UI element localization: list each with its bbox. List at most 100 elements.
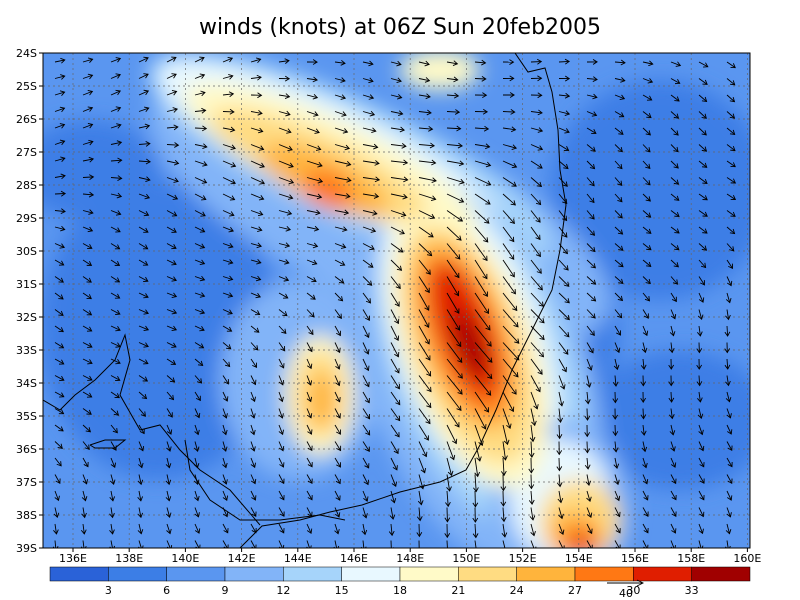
wind-vector	[390, 457, 398, 471]
wind-vector	[698, 210, 708, 217]
wind-vector	[82, 74, 93, 79]
wind-vector-head	[279, 495, 285, 501]
wind-vector	[642, 160, 651, 169]
wind-vector	[474, 193, 491, 205]
wind-vector-head	[256, 74, 262, 81]
wind-vector-head	[616, 330, 621, 336]
wind-vector	[82, 540, 85, 548]
wind-vector-head	[60, 74, 66, 80]
wind-vector	[474, 259, 488, 279]
colorbar-box	[166, 566, 226, 582]
wind-vector-head	[428, 232, 434, 238]
wind-vector	[222, 276, 233, 280]
wind-vector	[642, 474, 648, 484]
wind-vector	[306, 127, 320, 133]
wind-vector-head	[538, 352, 545, 358]
wind-vector	[390, 490, 395, 503]
wind-vector-head	[194, 512, 200, 518]
wind-vector	[250, 111, 263, 114]
wind-vector	[334, 193, 350, 198]
wind-vector	[558, 507, 563, 519]
wind-vector-head	[173, 159, 180, 166]
wind-vector-head	[670, 313, 677, 320]
wind-vector	[362, 325, 370, 338]
wind-vector	[334, 375, 340, 386]
wind-vector-head	[60, 208, 66, 215]
lat-label: 28S	[16, 179, 37, 192]
wind-vector	[670, 441, 675, 452]
wind-vector-head	[560, 384, 566, 390]
wind-vector	[362, 358, 369, 371]
wind-vector	[698, 457, 705, 468]
wind-vector-head	[485, 143, 491, 150]
wind-vector	[698, 540, 702, 548]
wind-vector-head	[315, 209, 321, 216]
wind-vector	[446, 276, 459, 296]
wind-vector	[250, 76, 262, 79]
wind-vector	[698, 523, 703, 534]
wind-vector	[110, 276, 120, 283]
wind-vector	[110, 210, 121, 215]
wind-vector	[110, 342, 121, 348]
wind-vector	[530, 210, 541, 223]
wind-vector	[474, 292, 489, 314]
wind-vector-head	[562, 215, 568, 222]
wind-vector-head	[389, 514, 396, 520]
wind-vector	[166, 193, 178, 200]
wind-vector-head	[227, 275, 234, 282]
wind-vector-head	[284, 259, 290, 265]
wind-vector-head	[617, 213, 623, 219]
wind-vector-head	[199, 292, 206, 298]
wind-vector-head	[563, 146, 570, 151]
wind-vector-head	[259, 179, 265, 185]
wind-vector	[278, 160, 294, 168]
wind-vector	[166, 490, 170, 501]
wind-vector-head	[559, 545, 565, 548]
wind-vector	[670, 292, 677, 302]
wind-vector	[306, 177, 323, 183]
wind-vector	[306, 292, 316, 300]
wind-vector	[698, 408, 702, 419]
wind-vector-head	[201, 195, 207, 201]
wind-vector-head	[336, 445, 342, 452]
wind-vector	[250, 160, 265, 168]
wind-vector	[194, 309, 205, 314]
wind-vector-head	[167, 412, 173, 418]
wind-vector	[138, 193, 150, 199]
wind-vector	[530, 507, 534, 520]
wind-vector-head	[514, 338, 520, 344]
wind-vector-head	[335, 478, 341, 485]
wind-vector-head	[452, 438, 458, 445]
wind-vector	[474, 243, 488, 261]
wind-vector-head	[56, 461, 62, 467]
wind-vector-head	[510, 109, 516, 115]
wind-vector	[474, 457, 479, 477]
wind-vector-head	[727, 495, 733, 501]
wind-vector-head	[590, 246, 596, 253]
wind-vector	[446, 490, 449, 507]
wind-vector-head	[199, 56, 205, 62]
wind-vector	[222, 490, 228, 501]
wind-vector	[194, 91, 206, 96]
wind-vector	[110, 159, 122, 162]
wind-vector-head	[86, 294, 92, 300]
wind-vector-head	[222, 413, 228, 419]
wind-vector-head	[165, 496, 172, 502]
wind-vector-head	[500, 501, 507, 507]
wind-vector	[474, 441, 481, 462]
wind-vector-head	[171, 260, 177, 266]
wind-vector	[306, 78, 318, 81]
wind-vector	[558, 111, 570, 115]
wind-vector	[54, 107, 65, 112]
wind-vector-head	[307, 346, 313, 353]
wind-vector	[334, 424, 341, 435]
wind-vector-head	[431, 159, 437, 166]
wind-vector-head	[285, 110, 291, 117]
wind-vector-head	[701, 130, 707, 136]
wind-vector	[614, 490, 620, 501]
wind-vector	[194, 325, 205, 331]
wind-vector	[138, 408, 146, 417]
wind-vector-head	[472, 517, 479, 523]
wind-vector	[502, 540, 506, 548]
wind-vector	[138, 441, 144, 451]
